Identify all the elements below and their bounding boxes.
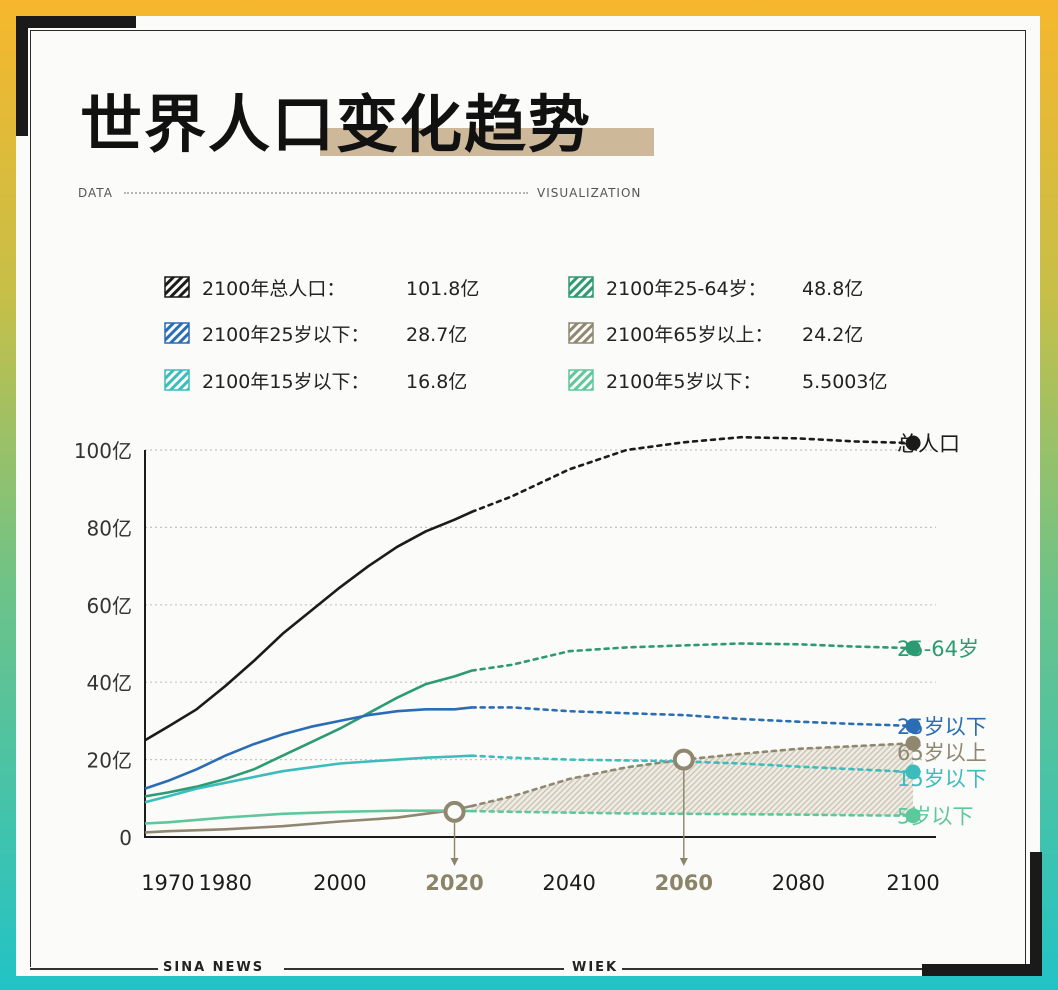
series-projection-25岁以下 [470, 706, 915, 728]
legend-swatch-25-64 [568, 276, 594, 298]
series-projection-25-64岁 [470, 642, 915, 672]
legend-item-under5: 2100年5岁以下： [568, 367, 761, 393]
legend-swatch-under15 [164, 369, 190, 391]
legend-swatch-under5 [568, 369, 594, 391]
series-end-label: 5岁以下 [897, 805, 973, 829]
legend-value-total: 101.8亿 [406, 274, 479, 300]
legend-value-65plus-text: 24.2亿 [802, 323, 864, 346]
series-end-dot-5岁以下 [905, 808, 921, 824]
footer-wiek: WIEK [572, 960, 619, 975]
subtitle-data: DATA [78, 186, 113, 200]
y-tick-label: 80亿 [87, 516, 132, 540]
year-marker [443, 800, 466, 823]
marker-arrow-head [450, 858, 459, 866]
legend-label-under25: 2100年25岁以下： [202, 323, 370, 346]
legend-value-under25-text: 28.7亿 [406, 323, 468, 346]
series-end-label: 15岁以下 [897, 767, 987, 791]
legend-value-under15-text: 16.8亿 [406, 370, 468, 393]
shaded-area-65plus [471, 743, 914, 816]
legend-value-under15: 16.8亿 [406, 367, 467, 393]
series-end-label: 65岁以上 [897, 741, 987, 765]
series-line-总人口 [144, 510, 473, 742]
legend-label-under5: 2100年5岁以下： [606, 370, 762, 393]
legend-swatch-under25 [164, 322, 190, 344]
series-end-label: 25-64岁 [897, 637, 979, 661]
legend-label-total: 2100年总人口： [202, 277, 346, 300]
marker-arrow-head [679, 858, 688, 866]
x-tick-label: 2080 [772, 871, 825, 895]
x-tick-label: 2100 [886, 871, 939, 895]
x-tick-label: 1980 [199, 871, 252, 895]
page-title: 世界人口变化趋势 [80, 88, 593, 161]
legend-swatch-65plus [568, 322, 594, 344]
corner-bracket-top-left-vertical [16, 16, 28, 136]
legend-value-under5-text: 5.5003亿 [802, 370, 888, 393]
y-tick-label: 40亿 [87, 671, 132, 695]
legend-value-65plus: 24.2亿 [802, 320, 863, 346]
legend-value-under25: 28.7亿 [406, 320, 467, 346]
series-line-25-64岁 [144, 669, 473, 798]
footer-sina-news: SINA NEWS [163, 960, 265, 975]
y-tick-label: 0 [119, 826, 132, 850]
legend-item-25-64: 2100年25-64岁： [568, 274, 767, 300]
legend-item-under25: 2100年25岁以下： [164, 320, 370, 346]
x-tick-label: 2020 [425, 871, 483, 895]
legend-swatch-total [164, 276, 190, 298]
x-tick-label: 2000 [313, 871, 366, 895]
year-marker [672, 748, 695, 771]
footer-line-left [30, 968, 158, 970]
series-end-dot-65岁以上 [905, 735, 921, 751]
series-end-label: 总人口 [897, 432, 960, 456]
legend-item-under15: 2100年15岁以下： [164, 367, 370, 393]
card-frame [30, 30, 1026, 967]
corner-bracket-bottom-right-vertical [1030, 852, 1042, 976]
legend-label-25-64: 2100年25-64岁： [606, 277, 767, 300]
legend-value-total-text: 101.8亿 [406, 277, 480, 300]
series-end-label: 25岁以下 [897, 715, 987, 739]
corner-bracket-top-left [16, 16, 136, 28]
subtitle-dotted-divider [124, 192, 528, 194]
legend-value-25-64-text: 48.8亿 [802, 277, 864, 300]
corner-bracket-bottom-right [922, 964, 1042, 976]
x-tick-label: 2060 [655, 871, 713, 895]
title-highlight [320, 128, 654, 156]
y-tick-label: 100亿 [74, 439, 132, 463]
legend-value-under5: 5.5003亿 [802, 367, 887, 393]
footer-line-middle [284, 968, 564, 970]
y-tick-label: 60亿 [87, 594, 132, 618]
x-tick-label: 2040 [542, 871, 595, 895]
legend-label-under15: 2100年15岁以下： [202, 370, 370, 393]
legend-value-25-64: 48.8亿 [802, 274, 863, 300]
series-end-dot-25岁以下 [905, 718, 921, 734]
y-tick-label: 20亿 [87, 749, 132, 773]
legend-label-65plus: 2100年65岁以上： [606, 323, 774, 346]
series-line-25岁以下 [144, 706, 472, 790]
series-line-15岁以下 [144, 754, 472, 804]
legend-item-65plus: 2100年65岁以上： [568, 320, 774, 346]
series-line-5岁以下 [144, 809, 472, 825]
footer-line-right [622, 968, 922, 970]
series-end-dot-25-64岁 [905, 640, 921, 656]
series-end-dot-总人口 [905, 435, 921, 451]
subtitle-visualization: VISUALIZATION [537, 186, 642, 200]
series-projection-总人口 [470, 435, 915, 514]
series-end-dot-15岁以下 [905, 764, 921, 780]
legend-item-total: 2100年总人口： [164, 274, 345, 300]
x-tick-label: 1970 [141, 871, 194, 895]
title-block: 世界人口变化趋势 [80, 88, 654, 162]
